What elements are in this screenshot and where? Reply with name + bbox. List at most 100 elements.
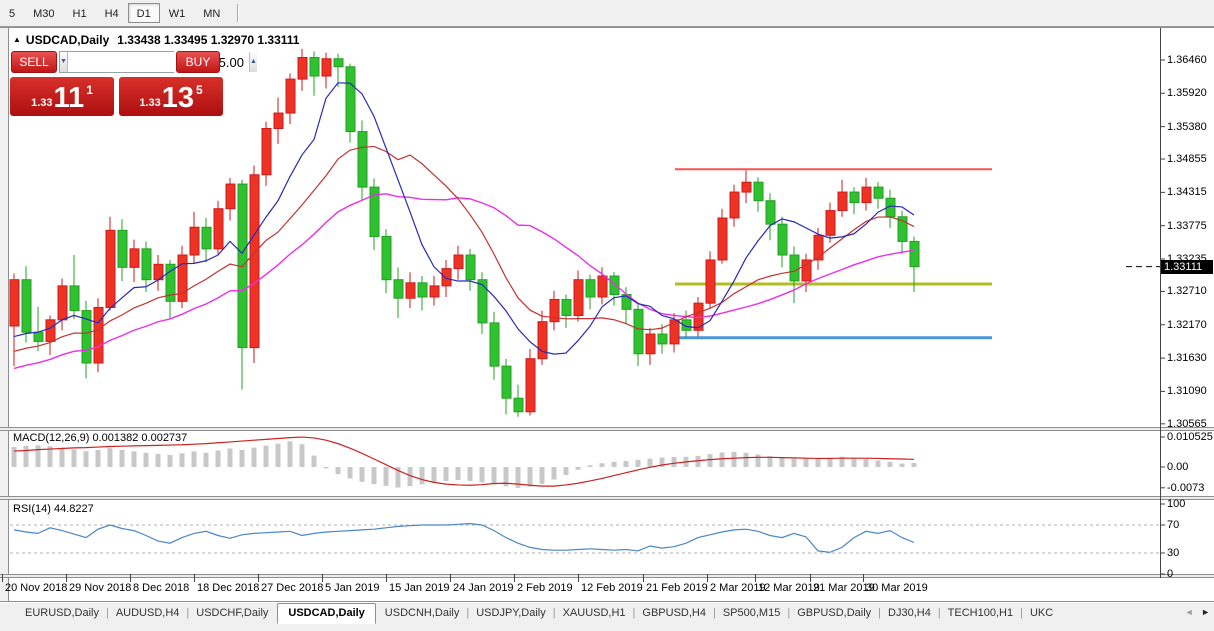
tab-usdchf-daily[interactable]: USDCHF,Daily [196,607,269,619]
macd-histogram-bar [791,458,797,467]
candle-body [177,254,188,302]
macd-histogram-bar [851,458,857,467]
macd-histogram-bar [887,461,893,467]
price-tick-label: 1.32710 [1167,285,1207,298]
price-tick-label: 1.31090 [1167,385,1207,398]
candle-body [729,191,740,219]
macd-histogram-bar [395,467,401,488]
timeframe-toolbar: 5 M30 H1 H4 D1 W1 MN [0,0,1214,27]
tab-usdcad-daily[interactable]: USDCAD,Daily [277,603,376,624]
tab-usdcnh-daily[interactable]: USDCNH,Daily [384,607,460,619]
date-tick-label: 24 Jan 2019 [453,582,514,594]
tab-separator: | [186,607,190,619]
tab-sp500-m15[interactable]: SP500,M15 [722,607,781,619]
macd-histogram-bar [647,458,653,467]
candle-body [69,285,80,312]
timeframe-button-m30[interactable]: M30 [33,8,55,20]
tab-scroll-right-icon[interactable]: ► [1201,607,1210,617]
macd-tick-label: 0.010525 [1167,431,1213,443]
pane-divider[interactable] [0,427,1214,431]
collapse-icon[interactable]: ▲ [13,35,21,44]
date-tick-label: 2 Mar 2019 [710,582,766,594]
tab-dj30-h4[interactable]: DJ30,H4 [888,607,931,619]
date-tick-label: 12 Mar 2019 [758,582,820,594]
macd-histogram-bar [503,467,509,487]
candle-body [501,365,512,399]
timeframe-button-mn[interactable]: MN [203,8,221,20]
tab-gbpusd-daily[interactable]: GBPUSD,Daily [797,607,872,619]
buy-price-pipette: 5 [196,83,203,97]
volume-input[interactable] [67,52,249,72]
price-tick-label: 1.34315 [1167,186,1207,199]
price-tick-label: 1.30565 [1167,417,1207,430]
timeframe-button-w1[interactable]: W1 [168,8,186,20]
timeframe-button-d1[interactable]: D1 [127,3,160,23]
candle-body [273,112,284,129]
candle-body [9,279,20,327]
sell-price-pips: 11 [53,82,85,114]
macd-histogram-bar [695,455,701,467]
date-tick-label: 5 Jan 2019 [325,582,380,594]
pane-divider[interactable] [0,496,1214,500]
tab-eurusd-daily[interactable]: EURUSD,Daily [25,607,99,619]
macd-histogram-bar [539,467,545,484]
macd-histogram-bar [899,463,905,467]
candle-body [849,191,860,204]
macd-histogram-bar [167,455,173,467]
tab-ukc[interactable]: UKC [1029,607,1054,619]
macd-histogram-bar [815,458,821,467]
candle-body [489,322,500,367]
tab-tech100-h1[interactable]: TECH100,H1 [947,607,1014,619]
tab-usdjpy-daily[interactable]: USDJPY,Daily [476,607,546,619]
macd-histogram-bar [839,456,845,467]
candle-body [57,285,68,321]
buy-price-button[interactable]: 1.33 13 5 [119,77,223,116]
candle-body [417,282,428,298]
symbol-timeframe: USDCAD,Daily [25,33,110,47]
volume-increase-icon[interactable]: ▲ [248,52,257,72]
candle-body [873,186,884,199]
sell-price-button[interactable]: 1.33 11 1 [10,77,114,116]
macd-histogram-bar [191,451,197,467]
pane-divider[interactable] [0,574,1214,578]
ohlc-values: 1.33438 1.33495 1.32970 1.33111 [117,33,300,47]
window-left-border [8,28,9,601]
macd-histogram-bar [227,448,233,467]
tab-audusd-h4[interactable]: AUDUSD,H4 [115,607,180,619]
sell-price-prefix: 1.33 [31,97,53,109]
timeframe-button-5[interactable]: 5 [9,8,16,20]
tab-scroll-left-icon[interactable]: ◄ [1184,607,1194,617]
price-tick-label: 1.34855 [1167,153,1207,166]
macd-histogram-bar [323,467,329,469]
candle-body [465,254,476,281]
candle-body [789,254,800,282]
candle-body [201,226,212,250]
tab-separator: | [787,607,791,619]
candle-body [573,279,584,317]
macd-histogram-bar [419,467,425,485]
candle-body [741,181,752,193]
tab-gbpusd-h4[interactable]: GBPUSD,H4 [642,607,706,619]
macd-histogram-bar [515,467,521,488]
macd-histogram-bar [155,453,161,467]
macd-histogram-bar [563,467,569,475]
macd-histogram-bar [335,467,341,475]
tab-separator: | [466,607,470,619]
ma-mid-line [13,145,915,352]
candle-body [357,131,368,188]
candle-body [321,58,332,77]
timeframe-button-h1[interactable]: H1 [72,8,87,20]
tab-xauusd-h1[interactable]: XAUUSD,H1 [562,607,626,619]
candle-body [669,319,680,345]
buy-price-prefix: 1.33 [139,97,161,109]
volume-decrease-icon[interactable]: ▼ [60,52,68,72]
candle-body [597,275,608,298]
buy-price-pips: 13 [161,82,194,114]
macd-histogram-bar [203,452,209,467]
candle-body [645,333,656,355]
buy-button[interactable]: BUY [176,51,220,73]
timeframe-button-h4[interactable]: H4 [104,8,119,20]
sell-button[interactable]: SELL [11,51,57,73]
